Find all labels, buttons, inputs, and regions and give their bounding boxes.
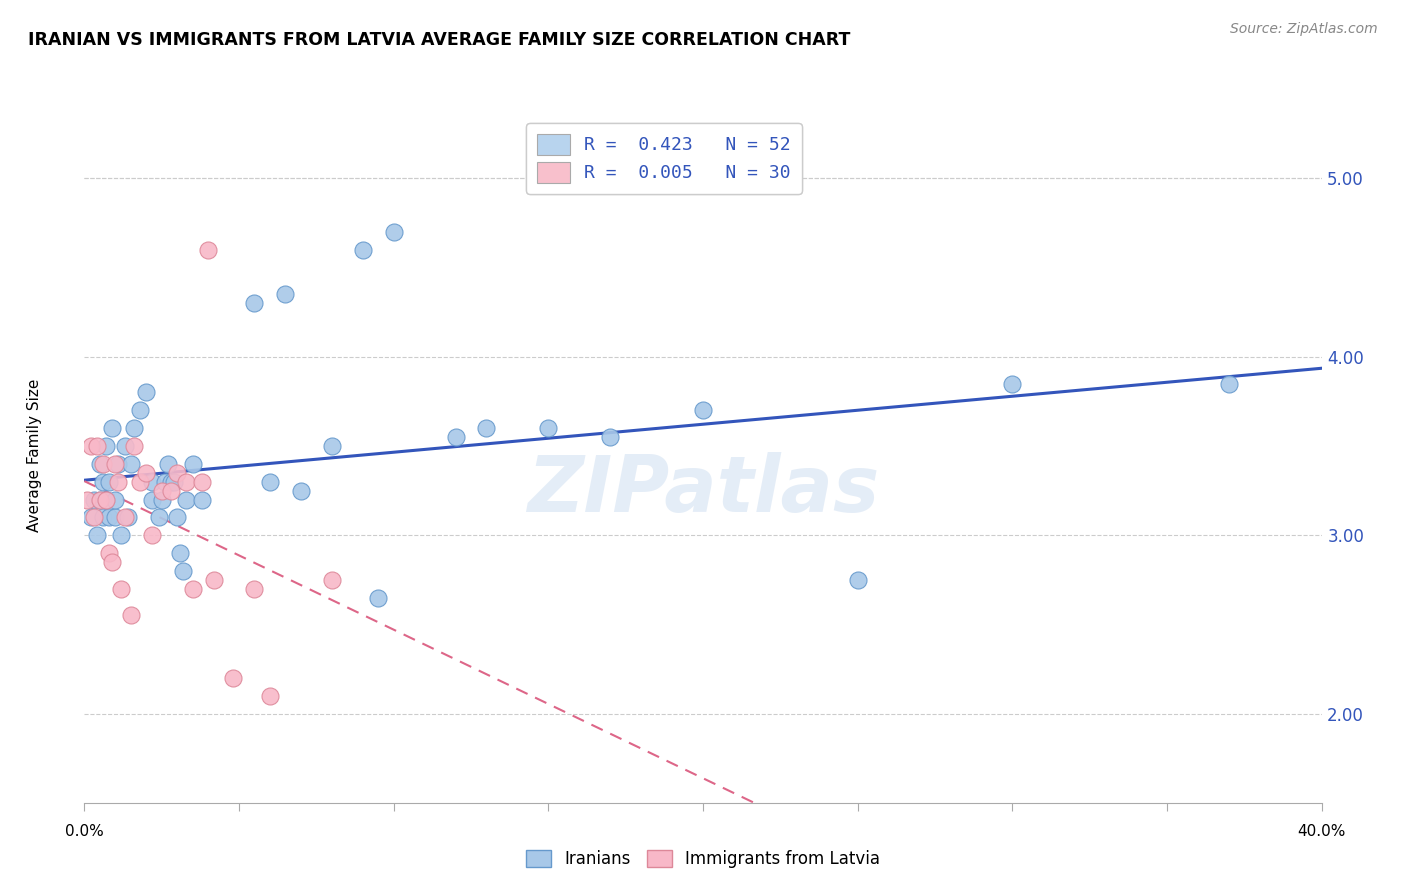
Point xyxy=(163,475,186,489)
Point xyxy=(148,510,170,524)
Point xyxy=(89,492,111,507)
Point xyxy=(599,430,621,444)
Point xyxy=(98,546,121,560)
Point xyxy=(243,296,266,310)
Text: 0.0%: 0.0% xyxy=(65,824,104,839)
Point xyxy=(122,421,145,435)
Point xyxy=(156,457,179,471)
Point xyxy=(107,457,129,471)
Point xyxy=(181,457,204,471)
Point xyxy=(114,510,136,524)
Point xyxy=(352,243,374,257)
Point xyxy=(110,528,132,542)
Point xyxy=(141,528,163,542)
Point xyxy=(86,439,108,453)
Point xyxy=(117,510,139,524)
Point xyxy=(367,591,389,605)
Point xyxy=(150,483,173,498)
Point xyxy=(86,528,108,542)
Point xyxy=(166,466,188,480)
Point xyxy=(114,439,136,453)
Point xyxy=(259,689,281,703)
Point xyxy=(104,457,127,471)
Point xyxy=(166,510,188,524)
Point xyxy=(83,492,105,507)
Legend: Iranians, Immigrants from Latvia: Iranians, Immigrants from Latvia xyxy=(519,843,887,875)
Text: Average Family Size: Average Family Size xyxy=(27,378,42,532)
Point xyxy=(153,475,176,489)
Point xyxy=(101,421,124,435)
Point xyxy=(107,475,129,489)
Point xyxy=(141,492,163,507)
Point xyxy=(176,475,198,489)
Point xyxy=(1001,376,1024,391)
Point xyxy=(150,492,173,507)
Point xyxy=(79,439,101,453)
Point xyxy=(222,671,245,685)
Point xyxy=(382,225,405,239)
Point xyxy=(122,439,145,453)
Legend: R =  0.423   N = 52, R =  0.005   N = 30: R = 0.423 N = 52, R = 0.005 N = 30 xyxy=(526,123,801,194)
Point xyxy=(101,555,124,569)
Point xyxy=(290,483,312,498)
Point xyxy=(98,510,121,524)
Point xyxy=(172,564,194,578)
Text: ZIPatlas: ZIPatlas xyxy=(527,451,879,528)
Point xyxy=(169,546,191,560)
Point xyxy=(89,492,111,507)
Point xyxy=(846,573,869,587)
Point xyxy=(91,510,114,524)
Point xyxy=(475,421,498,435)
Point xyxy=(120,608,142,623)
Point xyxy=(94,439,117,453)
Point xyxy=(94,492,117,507)
Point xyxy=(104,492,127,507)
Point xyxy=(444,430,467,444)
Point xyxy=(94,492,117,507)
Point xyxy=(104,510,127,524)
Point xyxy=(120,457,142,471)
Point xyxy=(692,403,714,417)
Point xyxy=(537,421,560,435)
Point xyxy=(79,510,101,524)
Point xyxy=(181,582,204,596)
Point xyxy=(160,483,183,498)
Point xyxy=(129,475,152,489)
Point xyxy=(91,457,114,471)
Text: Source: ZipAtlas.com: Source: ZipAtlas.com xyxy=(1230,22,1378,37)
Point xyxy=(321,439,343,453)
Text: IRANIAN VS IMMIGRANTS FROM LATVIA AVERAGE FAMILY SIZE CORRELATION CHART: IRANIAN VS IMMIGRANTS FROM LATVIA AVERAG… xyxy=(28,31,851,49)
Point xyxy=(274,287,297,301)
Point xyxy=(191,492,214,507)
Point xyxy=(135,385,157,400)
Point xyxy=(202,573,225,587)
Point xyxy=(321,573,343,587)
Point xyxy=(160,475,183,489)
Point xyxy=(141,475,163,489)
Point xyxy=(83,510,105,524)
Text: 40.0%: 40.0% xyxy=(1298,824,1346,839)
Point xyxy=(191,475,214,489)
Point xyxy=(1218,376,1240,391)
Point xyxy=(76,492,98,507)
Point xyxy=(89,457,111,471)
Point xyxy=(176,492,198,507)
Point xyxy=(259,475,281,489)
Point xyxy=(98,475,121,489)
Point xyxy=(197,243,219,257)
Point xyxy=(135,466,157,480)
Point xyxy=(243,582,266,596)
Point xyxy=(129,403,152,417)
Point xyxy=(110,582,132,596)
Point xyxy=(91,475,114,489)
